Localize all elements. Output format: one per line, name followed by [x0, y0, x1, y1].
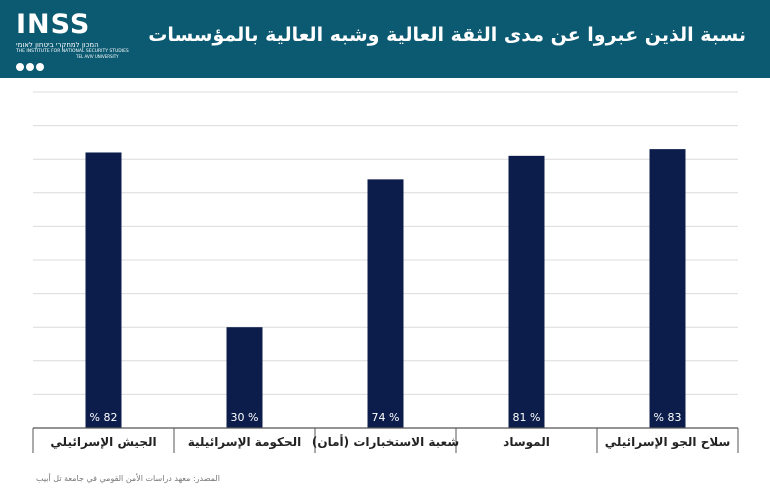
- category-label: الموساد: [503, 435, 550, 450]
- category-label: سلاح الجو الإسرائيلي: [605, 435, 731, 450]
- bar: [85, 152, 122, 428]
- header-banner: INSS המכון למחקרי ביטחון לאומי THE INSTI…: [0, 0, 770, 78]
- bar-value-label: 30 %: [231, 411, 259, 424]
- logo-wordmark: INSS: [16, 9, 91, 40]
- page-title: نسبة الذين عبروا عن مدى الثقة العالية وش…: [148, 24, 746, 46]
- bar: [367, 179, 404, 428]
- bar-value-label: 74 %: [372, 411, 400, 424]
- bar: [508, 155, 545, 428]
- category-label: شعبة الاستخبارات (أمان): [312, 434, 459, 449]
- category-label: الجيش الإسرائيلي: [50, 435, 156, 449]
- category-label: الحكومة الإسرائيلية: [188, 435, 302, 450]
- bar-chart: % 82 30 % 74 % 81 % % 83 الجيش الإسرائيلي الحك…: [32, 91, 739, 453]
- logo-english-name: THE INSTITUTE FOR NATIONAL SECURITY STUD…: [16, 49, 129, 54]
- bar: [649, 149, 686, 428]
- logo-university: TEL AVIV UNIVERSITY: [76, 54, 119, 59]
- bar-value-label: % 82: [90, 411, 118, 424]
- source-note: المصدر: معهد دراسات الأمن القومي في جامع…: [36, 474, 220, 483]
- bar: [226, 327, 263, 428]
- bar-value-label: 81 %: [513, 411, 541, 424]
- inss-logo: INSS המכון למחקרי ביטחון לאומי THE INSTI…: [14, 9, 129, 71]
- logo-hebrew-name: המכון למחקרי ביטחון לאומי: [16, 41, 99, 49]
- bar-value-label: % 83: [654, 411, 682, 424]
- logo-emblem-icons: [16, 56, 46, 75]
